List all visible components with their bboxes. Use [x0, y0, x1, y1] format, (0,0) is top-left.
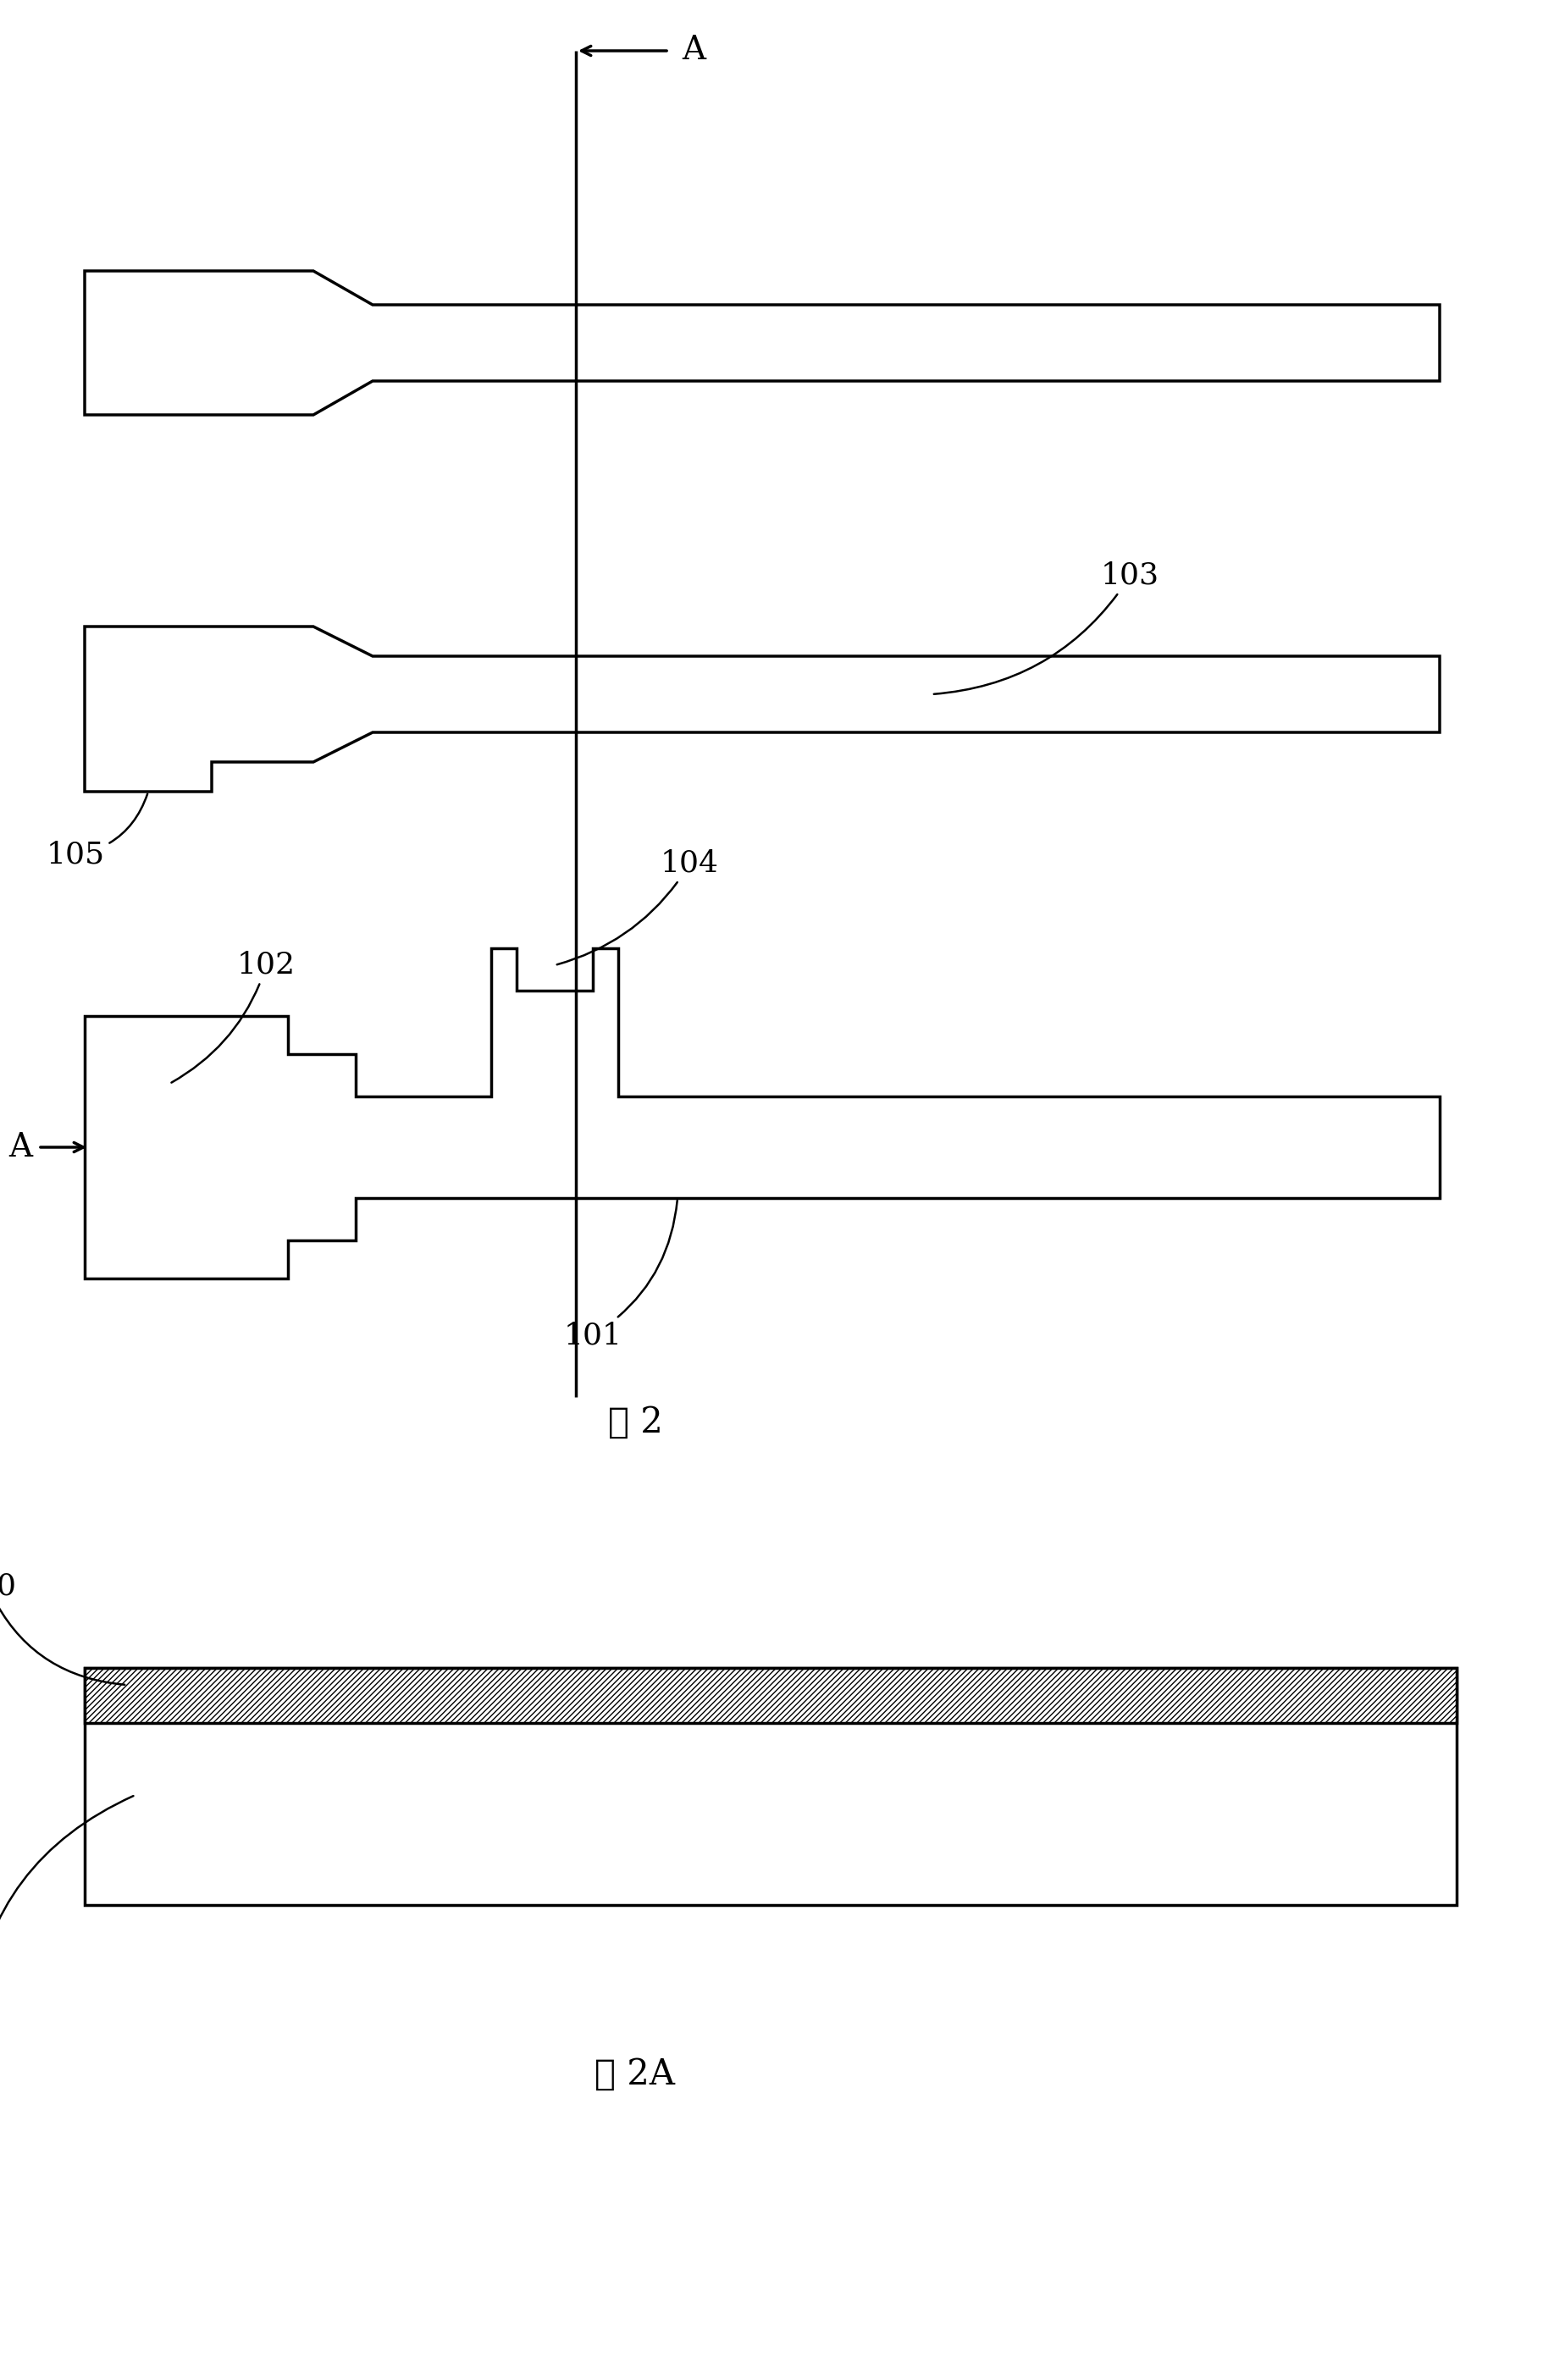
Bar [85, 1668, 1457, 1723]
Text: 100: 100 [0, 1797, 133, 2044]
Text: A: A [682, 36, 705, 67]
Text: 图 2A: 图 2A [596, 2056, 676, 2092]
Bar [85, 1668, 1457, 1723]
Text: 110: 110 [0, 1571, 125, 1685]
Polygon shape [85, 271, 1440, 414]
Text: A: A [8, 1130, 32, 1164]
Text: 101: 101 [563, 1200, 677, 1349]
Text: 图 2: 图 2 [608, 1404, 662, 1440]
Text: 103: 103 [934, 562, 1159, 695]
Polygon shape [85, 626, 1440, 793]
Polygon shape [85, 947, 1440, 1278]
Text: 102: 102 [171, 952, 296, 1083]
Text: 104: 104 [557, 850, 719, 964]
Text: 105: 105 [46, 795, 148, 869]
Polygon shape [85, 1668, 1457, 1904]
